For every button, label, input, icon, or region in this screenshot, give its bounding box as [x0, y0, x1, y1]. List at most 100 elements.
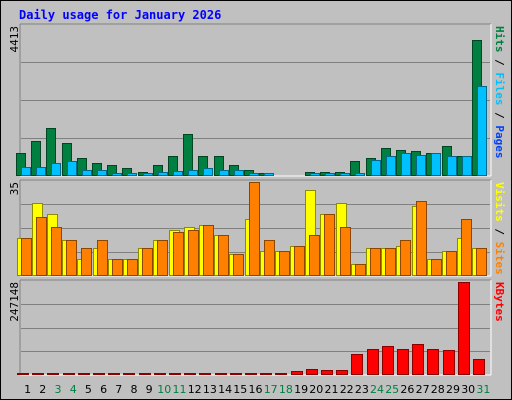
- bar-files-day-30: [462, 156, 472, 176]
- bar-sites-day-15: [233, 254, 244, 276]
- bar-sites-day-5: [81, 248, 92, 276]
- x-tick-day-18: 18: [279, 383, 293, 396]
- axis-legend: KBytes: [493, 282, 506, 322]
- bar-kbytes-day-22: [336, 370, 348, 375]
- x-tick-day-12: 12: [188, 383, 202, 396]
- legend-hits: Hits: [493, 26, 506, 53]
- x-tick-day-16: 16: [249, 383, 263, 396]
- bar-kbytes-day-13: [199, 373, 211, 375]
- x-tick-day-2: 2: [39, 383, 46, 396]
- legend-pages: Pages: [493, 125, 506, 158]
- bar-kbytes-day-25: [382, 346, 394, 375]
- bar-sites-day-21: [324, 214, 335, 276]
- bar-files-day-14: [219, 170, 229, 176]
- bar-kbytes-day-9: [139, 373, 151, 375]
- bar-sites-day-26: [400, 240, 411, 276]
- bar-kbytes-day-1: [17, 373, 29, 375]
- bar-files-day-16: [249, 173, 259, 176]
- bar-files-day-26: [401, 153, 411, 176]
- x-tick-day-28: 28: [431, 383, 445, 396]
- bar-sites-day-17: [264, 240, 275, 276]
- x-tick-day-14: 14: [218, 383, 232, 396]
- bar-kbytes-day-8: [123, 373, 135, 375]
- bar-files-day-5: [82, 170, 92, 176]
- bar-sites-day-9: [142, 248, 153, 276]
- bar-sites-day-29: [446, 251, 457, 276]
- x-tick-day-8: 8: [131, 383, 138, 396]
- x-tick-day-6: 6: [100, 383, 107, 396]
- x-tick-day-22: 22: [340, 383, 354, 396]
- bar-sites-day-6: [97, 240, 108, 276]
- panel-1: 4413 Hits / Files / Pages: [8, 23, 506, 177]
- bar-sites-day-16: [249, 182, 260, 276]
- bar-files-day-23: [355, 173, 365, 176]
- bar-files-day-27: [416, 155, 426, 176]
- axis-legend: Hits / Files / Pages: [493, 26, 506, 159]
- bar-files-day-3: [51, 163, 61, 176]
- x-tick-day-5: 5: [85, 383, 92, 396]
- legend-sites: Sites: [493, 242, 506, 275]
- series-sites: [21, 182, 487, 276]
- bar-files-day-8: [127, 173, 137, 176]
- bar-kbytes-day-31: [473, 359, 485, 375]
- x-tick-day-1: 1: [24, 383, 31, 396]
- bar-files-day-4: [67, 161, 77, 176]
- panel-2: 35 Visits / Sites: [8, 179, 506, 277]
- x-tick-day-9: 9: [146, 383, 153, 396]
- bar-sites-day-2: [36, 217, 47, 276]
- bar-sites-day-8: [127, 259, 138, 276]
- bar-kbytes-day-21: [321, 370, 333, 375]
- x-tick-day-23: 23: [355, 383, 369, 396]
- bar-sites-day-30: [461, 219, 472, 276]
- bar-files-day-11: [173, 171, 183, 176]
- bar-sites-day-12: [188, 230, 199, 276]
- x-tick-day-10: 10: [157, 383, 171, 396]
- bar-kbytes-day-26: [397, 349, 409, 375]
- bar-kbytes-day-4: [63, 373, 75, 375]
- x-tick-day-27: 27: [416, 383, 430, 396]
- bar-files-day-31: [477, 86, 487, 176]
- legend-kbytes: KBytes: [493, 282, 506, 322]
- bar-sites-day-23: [355, 264, 366, 276]
- bar-files-day-9: [143, 173, 153, 176]
- bar-kbytes-day-15: [230, 373, 242, 375]
- x-axis-day-labels: 1 2 3 4 5 6 7 8 9 10 11 12 13 14 15 16 17 18 19 20 21 22 23 24 2…: [24, 383, 490, 396]
- bar-kbytes-day-29: [443, 350, 455, 375]
- x-tick-day-13: 13: [203, 383, 217, 396]
- bar-kbytes-day-20: [306, 369, 318, 375]
- bar-files-day-2: [36, 167, 46, 176]
- bar-sites-day-3: [51, 227, 62, 276]
- x-tick-day-25: 25: [385, 383, 399, 396]
- bar-sites-day-22: [340, 227, 351, 276]
- bar-kbytes-day-3: [47, 373, 59, 375]
- bar-sites-day-25: [385, 248, 396, 276]
- x-tick-day-11: 11: [173, 383, 187, 396]
- bar-files-day-10: [158, 172, 168, 176]
- bar-sites-day-10: [157, 240, 168, 276]
- legend-separator: /: [493, 106, 506, 126]
- bar-sites-day-20: [309, 235, 320, 276]
- bar-kbytes-day-6: [93, 373, 105, 375]
- bar-sites-day-28: [431, 259, 442, 276]
- y-max-label: 35: [8, 182, 21, 195]
- bar-files-day-1: [21, 167, 31, 176]
- bar-kbytes-day-11: [169, 373, 181, 375]
- bar-files-day-6: [97, 170, 107, 176]
- bar-kbytes-day-5: [78, 373, 90, 375]
- bar-kbytes-day-14: [215, 373, 227, 375]
- bar-sites-day-7: [112, 259, 123, 276]
- x-tick-day-31: 31: [476, 383, 490, 396]
- chart-title: Daily usage for January 2026: [19, 8, 221, 22]
- bar-kbytes-day-28: [427, 349, 439, 375]
- x-tick-day-7: 7: [115, 383, 122, 396]
- x-tick-day-19: 19: [294, 383, 308, 396]
- bar-files-day-25: [386, 156, 396, 176]
- bar-kbytes-day-27: [412, 344, 424, 375]
- x-tick-day-26: 26: [400, 383, 414, 396]
- bar-files-day-29: [447, 156, 457, 176]
- bar-files-day-7: [112, 173, 122, 176]
- bar-sites-day-18: [279, 251, 290, 276]
- bar-hits-day-12: [183, 134, 193, 176]
